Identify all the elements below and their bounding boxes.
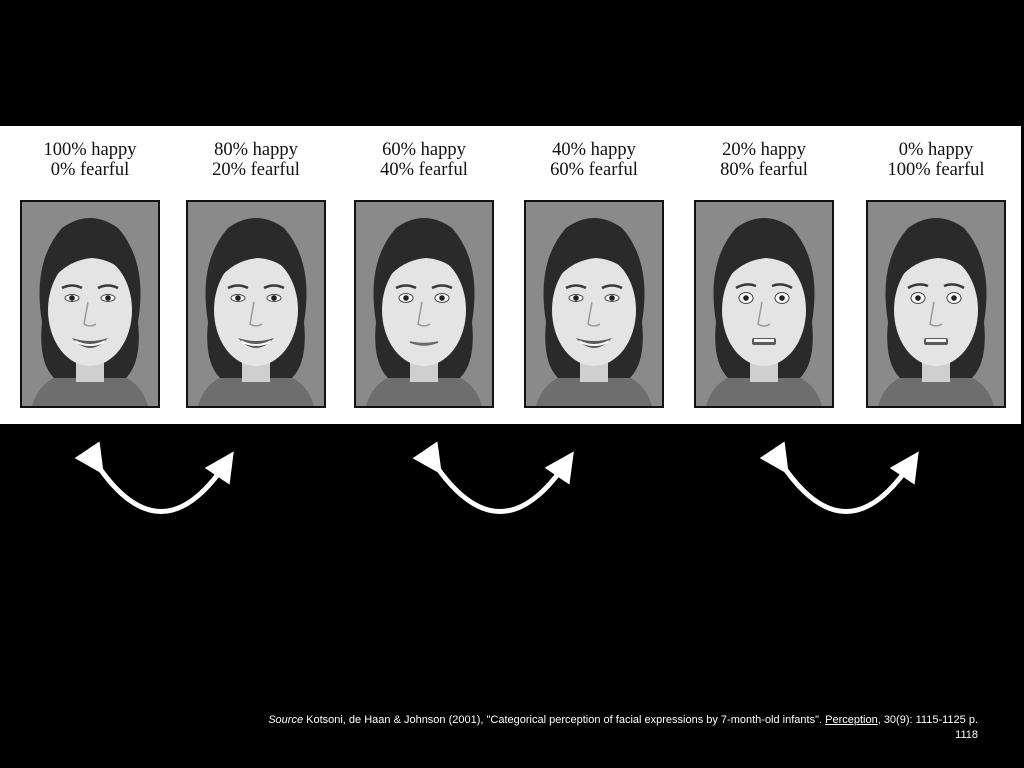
fearful-percent-label: 0% fearful xyxy=(50,160,130,180)
face-photo xyxy=(20,200,160,408)
source-label: Source xyxy=(268,714,304,726)
happy-percent-label: 40% happy xyxy=(552,140,636,160)
happy-percent-label: 100% happy xyxy=(43,140,137,160)
fearful-percent-label: 100% fearful xyxy=(887,160,985,180)
panel-label: 0% happy 100% fearful xyxy=(866,140,1006,180)
panel-label: 40% happy 60% fearful xyxy=(524,140,664,180)
double-headed-curved-arrow-1 xyxy=(74,441,234,514)
double-headed-curved-arrow-2 xyxy=(412,441,574,514)
fearful-percent-label: 40% fearful xyxy=(380,160,468,180)
citation-text: Kotsoni, de Haan & Johnson (2001), "Cate… xyxy=(303,714,826,726)
double-headed-curved-arrow-3 xyxy=(759,441,919,514)
fearful-percent-label: 60% fearful xyxy=(550,160,638,180)
panel-label: 100% happy 0% fearful xyxy=(20,140,160,180)
face-photo xyxy=(866,200,1006,408)
happy-percent-label: 60% happy xyxy=(382,140,466,160)
face-photo xyxy=(186,200,326,408)
panel-label: 20% happy 80% fearful xyxy=(694,140,834,180)
happy-percent-label: 20% happy xyxy=(722,140,806,160)
happy-percent-label: 0% happy xyxy=(898,140,974,160)
face-morph-strip: 100% happy 0% fearful 80% happy 20% fear… xyxy=(0,126,1021,424)
fearful-percent-label: 80% fearful xyxy=(720,160,808,180)
source-citation: Source Kotsoni, de Haan & Johnson (2001)… xyxy=(258,713,978,743)
happy-percent-label: 80% happy xyxy=(214,140,298,160)
face-photo xyxy=(694,200,834,408)
journal-name: Perception xyxy=(825,714,878,726)
face-photo xyxy=(354,200,494,408)
face-photo xyxy=(524,200,664,408)
citation-pages: , 30(9): 1115-1125 p. 1118 xyxy=(877,714,978,741)
fearful-percent-label: 20% fearful xyxy=(212,160,300,180)
panel-label: 60% happy 40% fearful xyxy=(354,140,494,180)
panel-label: 80% happy 20% fearful xyxy=(186,140,326,180)
comparison-arrows xyxy=(74,441,919,514)
